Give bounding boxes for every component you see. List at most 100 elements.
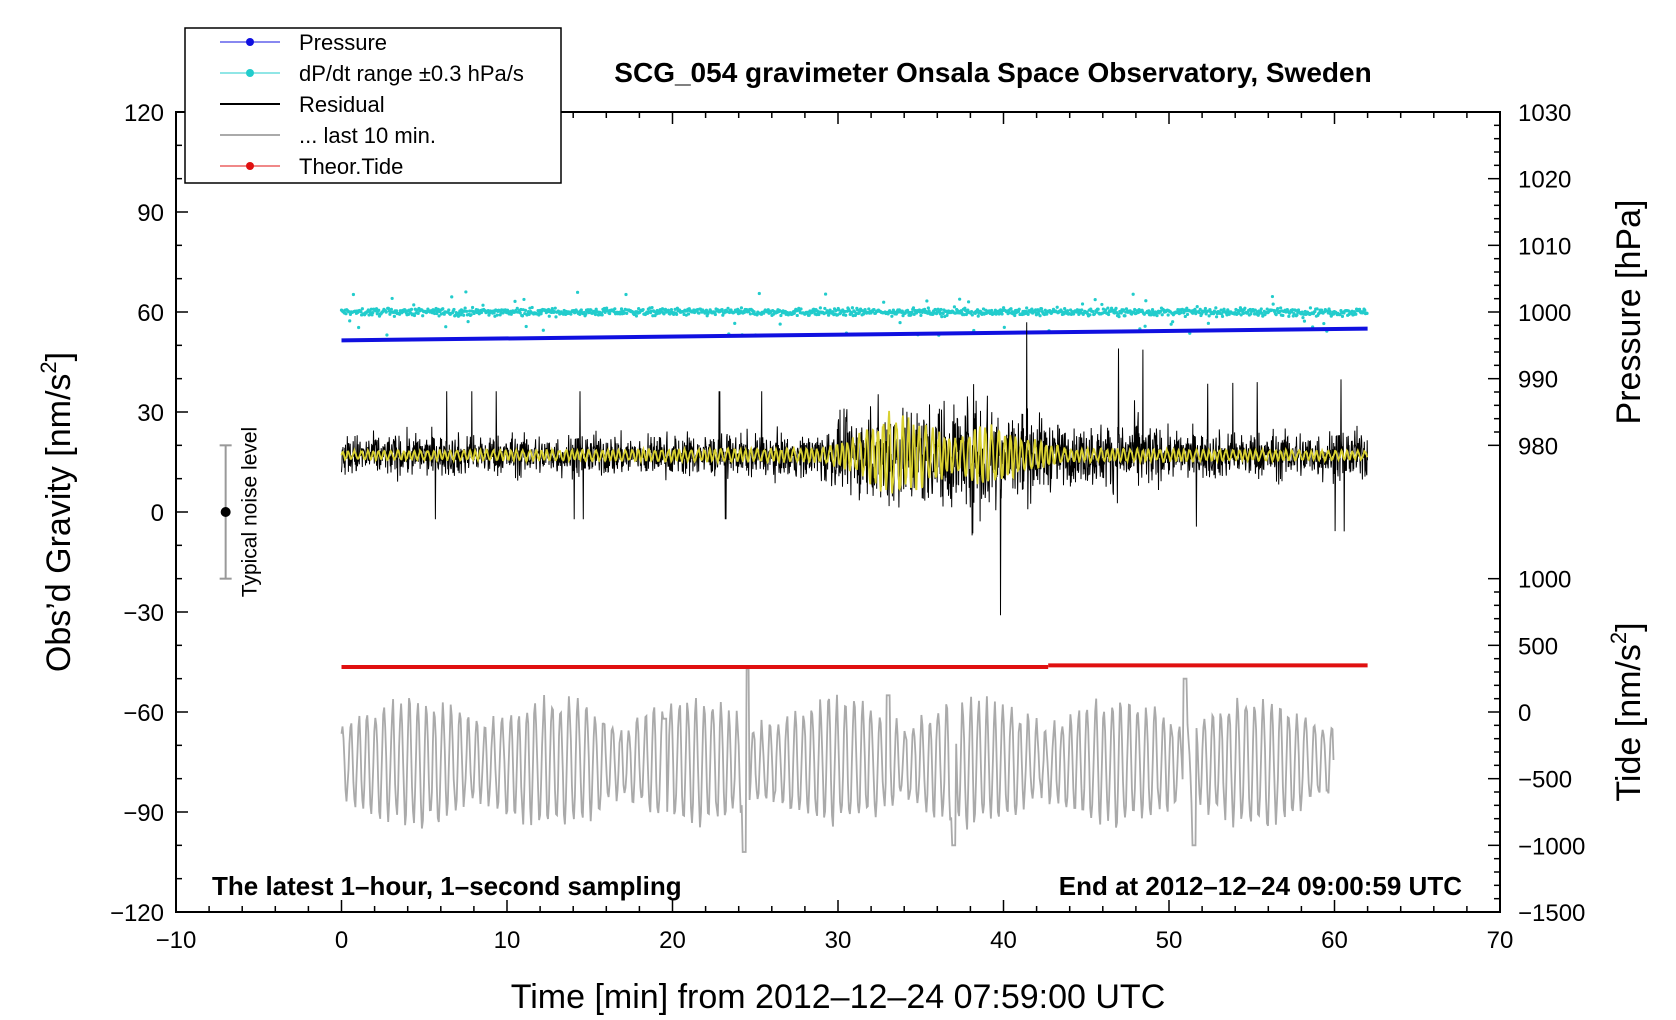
dpdt-point — [792, 311, 796, 315]
dpdt-point — [1179, 311, 1183, 315]
dpdt-point — [890, 314, 894, 318]
typical-noise-level-marker: Typical noise level — [219, 427, 262, 597]
dpdt-point — [1301, 316, 1305, 320]
dpdt-point — [1193, 307, 1197, 311]
dpdt-point — [697, 311, 701, 315]
dpdt-point — [464, 290, 468, 294]
dpdt-point — [1096, 307, 1100, 311]
chart-title: SCG_054 gravimeter Onsala Space Observat… — [614, 57, 1371, 88]
dpdt-point — [624, 292, 628, 297]
x-tick-label: 50 — [1156, 927, 1183, 954]
legend-swatch-dot — [246, 38, 254, 46]
dpdt-point — [704, 308, 709, 312]
dpdt-point — [1131, 292, 1135, 296]
dpdt-point — [1308, 306, 1313, 310]
dpdt-point — [524, 324, 528, 329]
dpdt-point — [1114, 306, 1118, 310]
dpdt-point — [910, 310, 914, 314]
dpdt-point — [1214, 306, 1218, 310]
y-tick-label: 90 — [137, 200, 164, 227]
dpdt-point — [547, 314, 551, 318]
dpdt-point — [347, 310, 351, 314]
dpdt-point — [593, 312, 598, 317]
dpdt-point — [369, 307, 373, 311]
dpdt-point — [522, 297, 526, 302]
dpdt-point — [1365, 311, 1369, 315]
dpdt-point — [818, 306, 822, 310]
dpdt-point — [637, 307, 641, 311]
dpdt-point — [1198, 307, 1202, 311]
y-tick-label: −120 — [110, 900, 164, 927]
y-tick-label: −30 — [123, 600, 164, 627]
pressure-axis-label: Pressure [hPa] — [1610, 200, 1648, 425]
noise-label: Typical noise level — [239, 427, 262, 597]
dpdt-point — [1080, 308, 1084, 312]
dpdt-point — [509, 312, 513, 316]
y-tick-label: 0 — [151, 500, 164, 527]
dpdt-point — [1001, 306, 1006, 310]
legend-label: Pressure — [299, 30, 387, 55]
dpdt-point — [1203, 306, 1208, 311]
pressure-axis-ticks: 1030 1020 1010 1000 990 980 — [1488, 100, 1571, 460]
dpdt-point — [554, 315, 558, 319]
dpdt-point — [1100, 302, 1104, 307]
pressure-tick-label: 1000 — [1518, 300, 1571, 327]
dpdt-point — [1000, 312, 1004, 316]
y-tick-label: 120 — [124, 100, 164, 127]
dpdt-point — [1291, 314, 1295, 318]
noise-center-dot — [220, 507, 231, 517]
dpdt-point — [463, 306, 467, 310]
dpdt-point — [412, 303, 416, 307]
dpdt-point — [348, 319, 352, 323]
dpdt-point — [1219, 308, 1223, 312]
dpdt-point — [720, 308, 724, 312]
dpdt-point — [997, 312, 1001, 316]
dpdt-point — [481, 303, 485, 307]
series-residual — [341, 322, 1368, 616]
dpdt-point — [575, 290, 580, 294]
dpdt-point — [925, 299, 929, 303]
dpdt-point — [605, 306, 609, 310]
dpdt-point — [1206, 321, 1210, 325]
series-residual-smoothed — [340, 410, 1369, 494]
dpdt-point — [872, 307, 876, 312]
dpdt-point — [392, 314, 396, 318]
x-tick-label: 70 — [1487, 927, 1514, 954]
dpdt-point — [713, 312, 717, 317]
dpdt-point — [385, 333, 389, 337]
dpdt-point — [850, 306, 854, 310]
dpdt-point — [1025, 306, 1029, 310]
legend-box — [184, 27, 562, 184]
dpdt-point — [444, 325, 448, 329]
dpdt-point — [927, 309, 931, 313]
dpdt-point — [894, 312, 898, 316]
dpdt-point — [1017, 307, 1021, 311]
data-layer — [339, 290, 1369, 853]
dpdt-point — [505, 308, 510, 312]
dpdt-point — [1160, 313, 1164, 317]
legend: Pressure dP/dt range ±0.3 hPa/s Residual..… — [184, 27, 562, 184]
dpdt-point — [966, 300, 971, 304]
dpdt-point — [1002, 325, 1006, 329]
dpdt-point — [969, 309, 974, 314]
dpdt-point — [1182, 311, 1186, 315]
series-pressure — [341, 326, 1368, 343]
dpdt-point — [831, 310, 835, 314]
x-tick-label: 30 — [825, 927, 852, 954]
dpdt-point — [452, 307, 456, 312]
dpdt-point — [1183, 314, 1187, 319]
dpdt-point — [1249, 312, 1253, 316]
dpdt-point — [662, 312, 666, 316]
dpdt-point — [1121, 308, 1126, 312]
dpdt-point — [1315, 307, 1319, 311]
dpdt-point — [742, 310, 747, 315]
dpdt-point — [1207, 314, 1211, 318]
dpdt-point — [526, 310, 531, 314]
dpdt-point — [1142, 312, 1146, 316]
dpdt-point — [1213, 310, 1217, 314]
dpdt-point — [650, 305, 654, 310]
pressure-tick-label: 1020 — [1518, 167, 1571, 194]
dpdt-point — [447, 308, 451, 312]
dpdt-point — [579, 308, 583, 312]
dpdt-point — [844, 313, 848, 317]
